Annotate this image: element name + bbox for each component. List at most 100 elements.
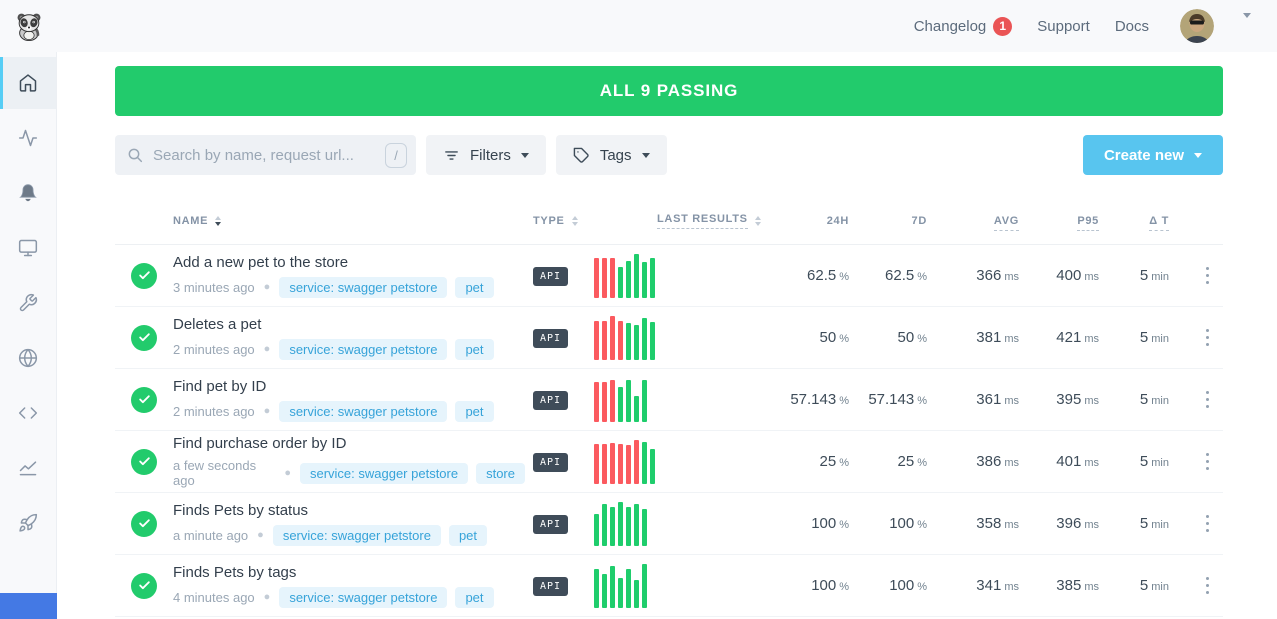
check-timestamp: 4 minutes ago [173,589,255,605]
result-bar-fail [610,379,615,422]
result-bar-pass [618,577,623,608]
globe-icon [18,348,38,368]
tag-chip[interactable]: service: swagger petstore [272,524,441,546]
kebab-menu-button[interactable] [1202,447,1213,476]
check-timestamp: a few seconds ago [173,458,257,488]
check-row[interactable]: Deletes a pet 2 minutes ago ● service: s… [115,307,1223,369]
check-row[interactable]: Find purchase order by ID a few seconds … [115,431,1223,493]
kebab-menu-button[interactable] [1202,509,1213,538]
check-name[interactable]: Find purchase order by ID [173,435,347,452]
status-passing-icon [131,324,157,351]
kebab-menu-button[interactable] [1202,385,1213,414]
sort-arrows-icon [571,215,578,226]
docs-link[interactable]: Docs [1115,18,1149,35]
last-results-chart[interactable] [594,501,777,546]
app-logo[interactable] [14,11,44,41]
last-results-chart[interactable] [594,378,777,422]
result-bar-fail [602,257,607,298]
last-results-chart[interactable] [594,253,777,298]
chart-icon [19,461,37,476]
tags-label: Tags [599,146,632,164]
result-bar-pass [642,508,647,546]
column-label: AVG [993,214,1019,231]
tag-chip[interactable]: service: swagger petstore [279,276,448,298]
sidebar-item-activity[interactable] [0,112,56,164]
kebab-menu-button[interactable] [1202,261,1213,290]
last-results-chart[interactable] [594,315,777,360]
sidebar-item-quickstart[interactable] [0,497,56,549]
metric-p95: 400 ms [1056,266,1099,284]
column-header-last-results[interactable]: LAST RESULTS [657,213,777,229]
sidebar-item-maintenance[interactable] [0,277,56,329]
check-meta: 3 minutes ago ● service: swagger petstor… [173,276,525,298]
check-row[interactable]: Finds Pets by status a minute ago ● serv… [115,493,1223,555]
tag-chip[interactable]: store [476,462,525,484]
sidebar-item-snippets[interactable] [0,387,56,439]
metric-7d: 25% [897,452,927,470]
column-header-avg[interactable]: AVG [933,214,1025,231]
result-bar-pass [634,253,639,298]
chevron-down-icon [641,152,650,158]
column-header-p95[interactable]: P95 [1025,214,1105,231]
tag-chip[interactable]: service: swagger petstore [299,462,469,484]
changelog-link[interactable]: Changelog 1 [913,16,1013,36]
check-row[interactable]: Find pet by ID 2 minutes ago ● service: … [115,369,1223,431]
status-passing-icon [131,510,157,537]
tag-chip[interactable]: pet [448,524,488,546]
result-bar-fail [594,381,599,422]
changelog-label: Changelog [913,17,987,35]
row-tags: service: swagger petstore pet [279,338,494,360]
sidebar-item-dashboards[interactable] [0,222,56,274]
result-bar-pass [618,266,623,298]
create-new-button[interactable]: Create new [1082,135,1223,175]
account-menu-toggle[interactable] [1243,12,1251,35]
check-row[interactable]: Finds Pets by tags 4 minutes ago ● servi… [115,555,1223,617]
tag-chip[interactable]: pet [455,400,494,422]
check-name[interactable]: Find pet by ID [173,377,267,395]
check-meta: 4 minutes ago ● service: swagger petstor… [173,586,525,608]
metric-delta-t: 5 min [1139,328,1169,346]
sidebar-item-analytics[interactable] [0,442,56,494]
user-avatar[interactable] [1180,9,1214,43]
result-bar-pass [642,441,647,484]
filters-button[interactable]: Filters [426,135,546,175]
metric-avg: 366 ms [976,266,1019,284]
tag-chip[interactable]: service: swagger petstore [279,338,448,360]
support-beacon[interactable] [0,593,57,619]
tag-chip[interactable]: pet [455,586,494,608]
chevron-down-icon [1243,12,1251,35]
tag-chip[interactable]: pet [455,338,494,360]
kebab-menu-button[interactable] [1202,571,1213,600]
tag-chip[interactable]: service: swagger petstore [279,400,448,422]
sidebar-item-private-locations[interactable] [0,332,56,384]
bell-icon [19,184,37,202]
check-name[interactable]: Finds Pets by status [173,501,309,519]
search-input[interactable] [151,145,377,165]
last-results-chart[interactable] [594,439,777,484]
home-icon [19,74,37,92]
check-name[interactable]: Finds Pets by tags [173,563,297,581]
meta-separator-dot: ● [257,529,264,541]
column-header-name[interactable]: NAME [173,215,525,227]
check-name[interactable]: Add a new pet to the store [173,253,349,271]
tag-chip[interactable]: pet [455,276,494,298]
result-bar-pass [634,579,639,608]
support-label: Support [1037,17,1090,35]
sidebar-item-alerts[interactable] [0,167,56,219]
tags-button[interactable]: Tags [555,135,667,175]
metric-delta-t: 5 min [1139,514,1169,532]
metric-p95: 395 ms [1056,390,1099,408]
check-row[interactable]: Add a new pet to the store 3 minutes ago… [115,245,1223,307]
support-link[interactable]: Support [1037,18,1090,35]
kebab-menu-button[interactable] [1202,323,1213,352]
check-type-badge: API [533,514,569,534]
column-header-type[interactable]: TYPE [525,215,657,227]
column-label: 7D [911,214,927,227]
tag-chip[interactable]: service: swagger petstore [279,586,448,608]
check-type-badge: API [533,576,569,596]
sidebar-item-home[interactable] [0,57,56,109]
check-name[interactable]: Deletes a pet [173,315,262,333]
column-header-delta-t[interactable]: Δ T [1105,214,1175,231]
last-results-chart[interactable] [594,563,777,608]
result-bar-fail [594,443,599,484]
